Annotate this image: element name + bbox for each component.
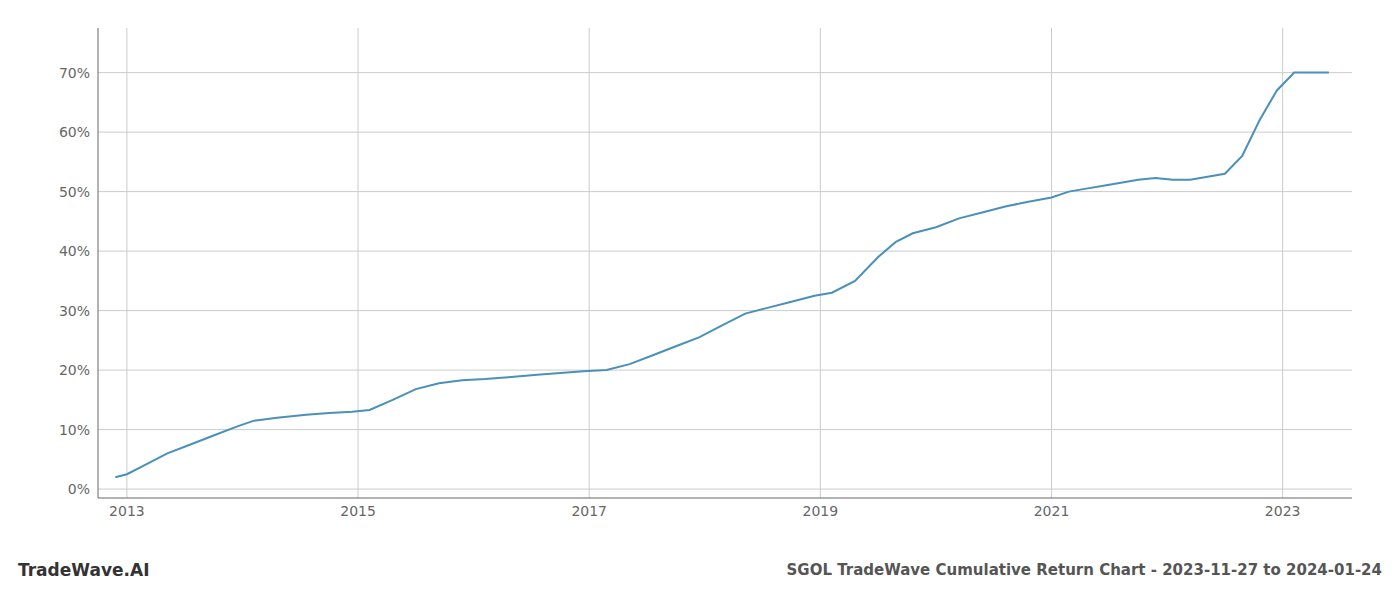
svg-text:2013: 2013 (109, 503, 145, 519)
svg-text:2019: 2019 (803, 503, 839, 519)
svg-text:2017: 2017 (571, 503, 607, 519)
svg-text:50%: 50% (59, 184, 90, 200)
svg-text:40%: 40% (59, 243, 90, 259)
svg-text:2021: 2021 (1034, 503, 1070, 519)
svg-text:30%: 30% (59, 303, 90, 319)
svg-text:70%: 70% (59, 65, 90, 81)
svg-text:0%: 0% (68, 481, 90, 497)
svg-text:60%: 60% (59, 124, 90, 140)
svg-text:2023: 2023 (1265, 503, 1301, 519)
html-text:SGOL TradeWave Cumulative Retu: SGOL TradeWave Cumulative Return Chart -… (786, 561, 1382, 579)
svg-text:10%: 10% (59, 422, 90, 438)
svg-text:2015: 2015 (340, 503, 376, 519)
svg-text:20%: 20% (59, 362, 90, 378)
html-text:TradeWave.AI: TradeWave.AI (18, 560, 150, 580)
